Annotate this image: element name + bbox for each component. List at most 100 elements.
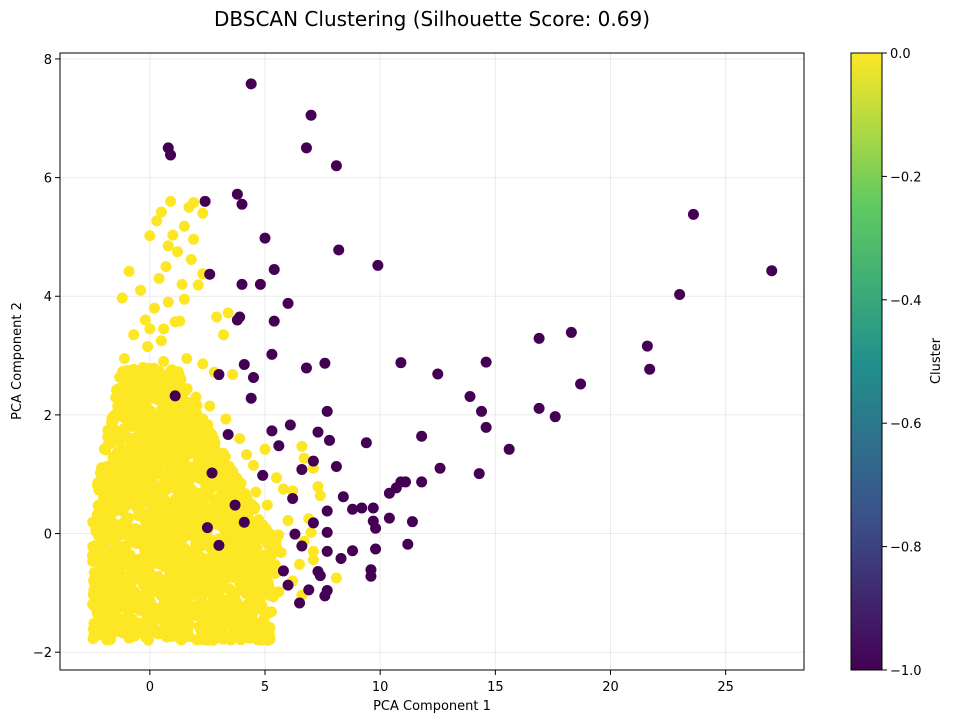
scatter-point-cluster-noise [402,538,414,550]
colorbar-tick-label: −0.6 [890,417,922,432]
scatter-point-cluster-0 [314,490,326,502]
scatter-point-cluster-noise [287,493,299,505]
scatter-point-cluster-0 [160,601,172,613]
scatter-point-cluster-0 [99,546,111,558]
scatter-point-cluster-noise [199,195,211,207]
scatter-point-cluster-noise [321,405,333,417]
scatter-point-cluster-0 [135,284,147,296]
scatter-point-cluster-0 [93,583,105,595]
scatter-point-cluster-0 [130,467,142,479]
scatter-point-cluster-0 [273,586,285,598]
scatter-point-cluster-0 [111,425,123,437]
scatter-point-cluster-noise [330,461,342,473]
scatter-point-cluster-0 [160,261,172,273]
scatter-point-cluster-0 [149,450,161,462]
scatter-point-cluster-noise [289,528,301,540]
scatter-point-cluster-noise [641,340,653,352]
scatter-point-cluster-0 [165,195,177,207]
scatter-point-cluster-0 [167,427,179,439]
scatter-point-cluster-noise [356,502,368,514]
scatter-point-cluster-0 [247,587,259,599]
scatter-point-cluster-0 [227,369,239,381]
scatter-point-cluster-noise [257,469,269,481]
scatter-point-cluster-0 [136,433,148,445]
scatter-point-cluster-noise [323,434,335,446]
scatter-point-cluster-0 [165,537,177,549]
scatter-point-cluster-0 [211,559,223,571]
scatter-point-cluster-noise [312,426,324,438]
chart-title: DBSCAN Clustering (Silhouette Score: 0.6… [214,7,650,31]
scatter-point-cluster-0 [158,356,170,367]
scatter-point-cluster-0 [185,447,197,459]
scatter-point-cluster-0 [215,451,227,463]
scatter-point-cluster-noise [406,516,418,528]
plot-frame [59,52,805,671]
scatter-point-cluster-0 [144,230,156,242]
scatter-point-cluster-0 [277,483,289,495]
scatter-point-cluster-0 [294,558,306,570]
scatter-point-cluster-0 [192,279,204,291]
scatter-point-cluster-0 [155,335,167,347]
scatter-point-cluster-0 [208,590,220,602]
scatter-point-cluster-0 [132,373,144,385]
scatter-point-cluster-0 [124,579,136,591]
scatter-point-cluster-0 [165,458,177,470]
scatter-point-cluster-noise [533,332,545,344]
scatter-point-cluster-0 [159,443,171,455]
scatter-point-cluster-0 [114,387,126,399]
scatter-point-cluster-noise [303,584,315,596]
scatter-point-cluster-0 [194,624,206,636]
scatter-point-cluster-noise [432,368,444,380]
scatter-point-cluster-0 [169,622,181,634]
scatter-point-cluster-0 [140,489,152,501]
scatter-point-cluster-0 [88,599,100,611]
scatter-point-cluster-0 [222,307,234,319]
scatter-point-cluster-0 [144,375,156,387]
scatter-point-cluster-noise [333,244,345,256]
scatter-point-cluster-0 [120,397,132,409]
scatter-point-cluster-0 [201,424,213,436]
scatter-point-cluster-0 [188,233,200,245]
scatter-point-cluster-noise [247,372,259,384]
scatter-point-cluster-0 [191,634,203,646]
scatter-point-cluster-noise [674,288,686,300]
scatter-point-cluster-0 [143,471,155,483]
x-tick-label: 15 [487,680,504,695]
scatter-point-cluster-0 [132,529,144,541]
scatter-point-cluster-0 [235,601,247,613]
x-tick-label: 25 [717,680,734,695]
scatter-point-cluster-noise [236,278,248,290]
scatter-point-cluster-noise [314,570,326,582]
scatter-point-cluster-noise [321,545,333,557]
scatter-point-cluster-0 [178,220,190,232]
scatter-point-cluster-0 [191,547,203,559]
scatter-point-cluster-noise [254,278,266,290]
scatter-point-cluster-0 [171,246,183,258]
scatter-point-cluster-0 [248,569,260,581]
scatter-point-cluster-0 [255,580,267,592]
scatter-point-cluster-0 [186,607,198,619]
scatter-point-cluster-0 [125,631,137,643]
scatter-point-cluster-0 [142,620,154,632]
scatter-point-cluster-0 [120,594,132,606]
scatter-point-cluster-0 [205,503,217,515]
scatter-point-cluster-0 [167,570,179,582]
scatter-point-cluster-0 [176,415,188,427]
scatter-point-cluster-0 [87,516,99,528]
scatter-point-cluster-noise [370,522,382,534]
scatter-point-cluster-0 [129,402,141,414]
scatter-point-cluster-0 [216,486,228,498]
scatter-point-cluster-0 [140,535,152,547]
scatter-point-cluster-0 [117,366,129,378]
scatter-point-cluster-0 [115,524,127,536]
scatter-point-cluster-0 [169,493,181,505]
scatter-point-cluster-0 [204,400,216,412]
scatter-point-cluster-0 [158,555,170,567]
scatter-point-cluster-0 [110,407,122,419]
scatter-point-cluster-0 [160,384,172,396]
scatter-point-cluster-noise [337,491,349,503]
scatter-point-cluster-0 [223,600,235,612]
scatter-point-cluster-0 [246,502,258,514]
scatter-point-cluster-0 [100,631,112,643]
